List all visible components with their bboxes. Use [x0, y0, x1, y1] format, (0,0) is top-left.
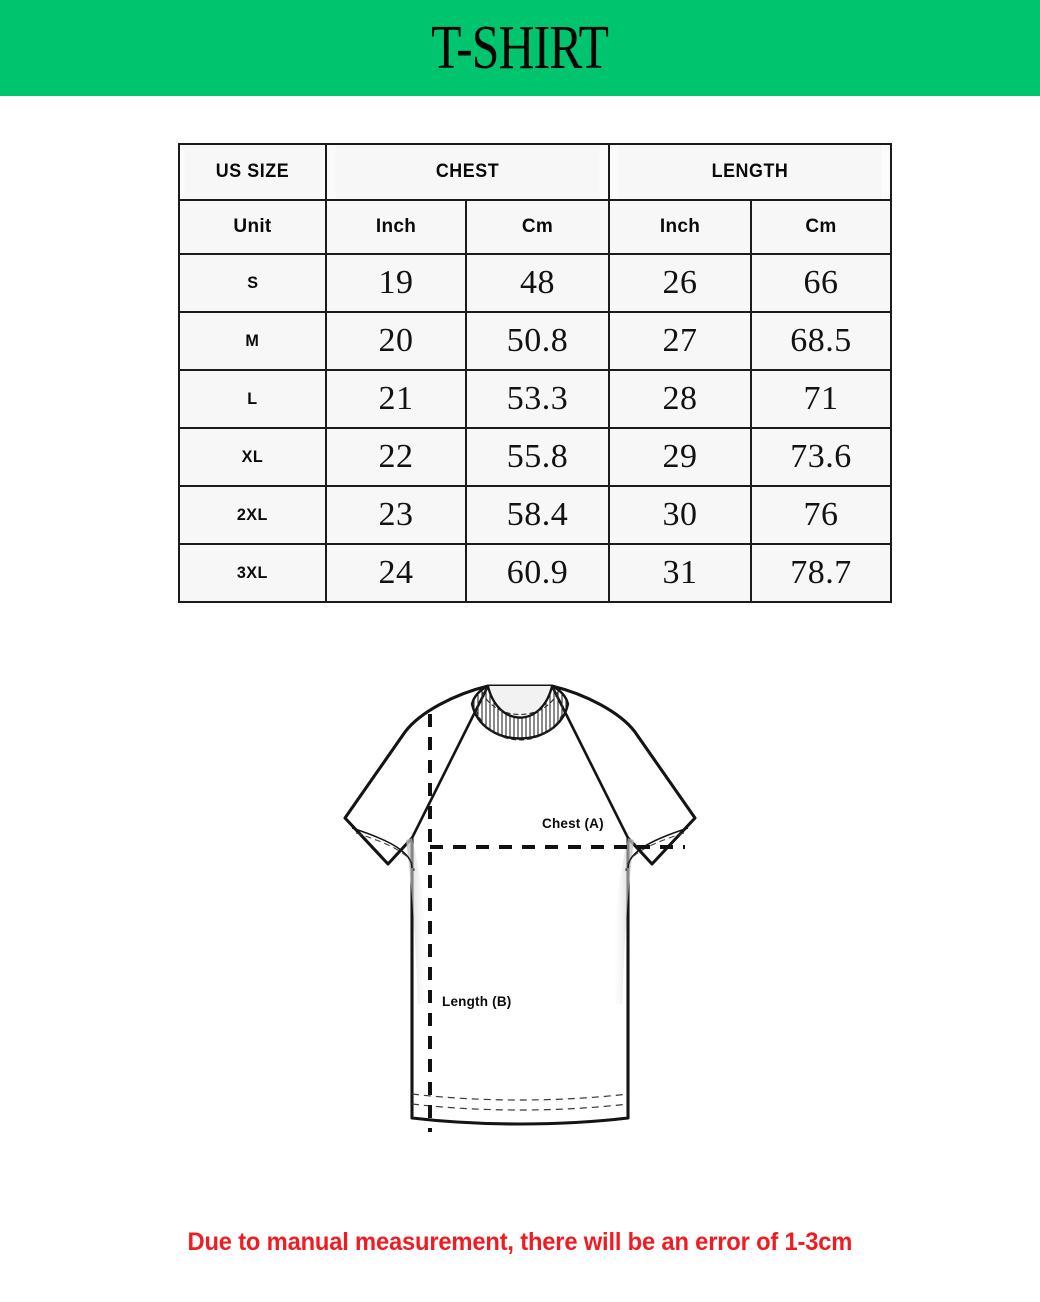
size-label: 2XL [236, 505, 269, 524]
tshirt-illustration: Chest (A) Length (B) [343, 684, 697, 1132]
measurement-disclaimer-text: Due to manual measurement, there will be… [187, 1228, 853, 1256]
table-unit-row: Unit Inch Cm Inch Cm [178, 199, 892, 255]
cell-length-inch: 28 [608, 369, 752, 429]
cell-size: 3XL [178, 543, 327, 603]
cell-length-inch: 26 [608, 253, 752, 313]
cell-length-inch: 29 [608, 427, 752, 487]
cell-chest-cm: 50.8 [465, 311, 610, 371]
table-row: 2XL 23 58.4 30 76 [178, 485, 892, 545]
cell-size: S [178, 253, 327, 313]
column-header-unit: Unit [178, 199, 327, 255]
size-label: 3XL [236, 563, 269, 582]
collar-ribbed [470, 684, 570, 741]
table-row: S 19 48 26 66 [178, 253, 892, 313]
table-row: M 20 50.8 27 68.5 [178, 311, 892, 371]
cell-chest-inch: 22 [325, 427, 467, 487]
cell-chest-cm: 48 [465, 253, 610, 313]
cell-length-cm: 66 [750, 253, 892, 313]
column-header-us-size: US SIZE [182, 143, 323, 201]
size-label: M [245, 331, 260, 350]
column-header-chest: CHEST [333, 143, 602, 201]
page-title: T-SHIRT [431, 14, 609, 82]
cell-chest-inch: 23 [325, 485, 467, 545]
cell-length-cm: 78.7 [750, 543, 892, 603]
table-row: 3XL 24 60.9 31 78.7 [178, 543, 892, 603]
armhole-shading-right [611, 838, 634, 1004]
tshirt-diagram: Chest (A) Length (B) [0, 632, 1040, 1202]
size-label: XL [241, 447, 264, 466]
column-header-chest-cm: Cm [465, 199, 610, 255]
cell-size: M [178, 311, 327, 371]
table-group-header-row: US SIZE CHEST LENGTH [179, 143, 891, 201]
cell-chest-inch: 21 [325, 369, 467, 429]
cell-length-cm: 76 [750, 485, 892, 545]
chest-measurement-label: Chest (A) [542, 816, 604, 831]
cell-chest-cm: 53.3 [465, 369, 610, 429]
cell-chest-cm: 58.4 [465, 485, 610, 545]
cell-size: 2XL [178, 485, 327, 545]
cell-length-inch: 30 [608, 485, 752, 545]
table-row: L 21 53.3 28 71 [178, 369, 892, 429]
tshirt-body [343, 684, 697, 1126]
length-measurement-label: Length (B) [442, 994, 511, 1009]
cell-size: L [178, 369, 327, 429]
size-chart-table: US SIZE CHEST LENGTH Unit Inch Cm Inch C… [178, 143, 892, 603]
cell-length-inch: 27 [608, 311, 752, 371]
cell-chest-cm: 60.9 [465, 543, 610, 603]
cell-chest-inch: 20 [325, 311, 467, 371]
size-label: S [246, 273, 259, 292]
sleeve-hem-left [344, 817, 415, 872]
header-banner: T-SHIRT [0, 0, 1040, 96]
cell-chest-cm: 55.8 [465, 427, 610, 487]
cell-chest-inch: 24 [325, 543, 467, 603]
cell-length-cm: 68.5 [750, 311, 892, 371]
cell-length-cm: 73.6 [750, 427, 892, 487]
measurement-disclaimer: Due to manual measurement, there will be… [0, 1228, 1040, 1257]
cell-length-cm: 71 [750, 369, 892, 429]
column-header-length-cm: Cm [750, 199, 892, 255]
bottom-hem-stitching [411, 1093, 629, 1111]
cell-size: XL [178, 427, 327, 487]
cell-chest-inch: 19 [325, 253, 467, 313]
cell-length-inch: 31 [608, 543, 752, 603]
size-label: L [247, 389, 258, 408]
column-header-chest-inch: Inch [325, 199, 467, 255]
column-header-length: LENGTH [616, 143, 884, 201]
column-header-length-inch: Inch [608, 199, 752, 255]
armhole-shading-left [406, 838, 429, 1004]
table-row: XL 22 55.8 29 73.6 [178, 427, 892, 487]
size-chart-table-container: US SIZE CHEST LENGTH Unit Inch Cm Inch C… [178, 143, 892, 603]
